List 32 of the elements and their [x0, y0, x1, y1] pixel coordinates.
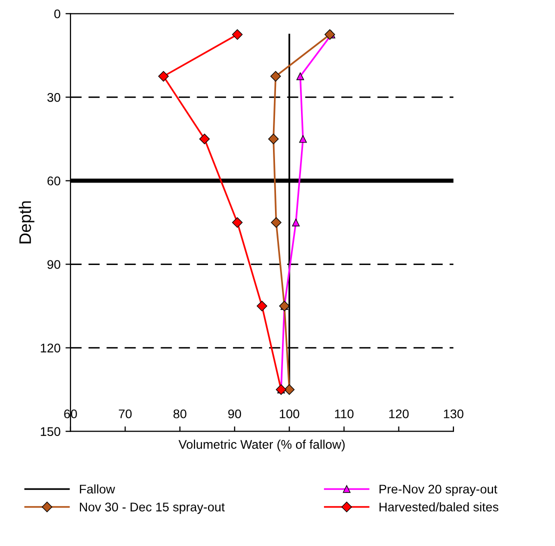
- x-tick-label: 90: [228, 409, 242, 418]
- x-tick-label: 110: [335, 409, 354, 418]
- x-tick-label: 80: [173, 409, 186, 418]
- y-tick-label: 0: [54, 9, 60, 18]
- point: [270, 71, 281, 82]
- point: [270, 217, 282, 228]
- x-tick-label: 70: [118, 409, 132, 418]
- point: [324, 29, 336, 40]
- x-tick-label: 100: [280, 409, 300, 418]
- y-tick-label: 150: [40, 427, 60, 436]
- point: [232, 217, 243, 228]
- y-tick-label: 60: [47, 176, 60, 186]
- point: [199, 134, 210, 144]
- legend-label: Pre-Nov 20 spray-out: [380, 484, 498, 496]
- point: [296, 72, 304, 80]
- point: [299, 135, 307, 143]
- x-tick-label: 130: [444, 409, 464, 418]
- legend-label: Fallow: [80, 484, 116, 494]
- y-axis-title: Depth: [18, 201, 34, 244]
- point: [256, 300, 268, 312]
- y-tick-label: 120: [40, 344, 60, 352]
- x-tick-label: 120: [389, 409, 409, 418]
- y-tick-label: 30: [47, 92, 60, 102]
- point: [292, 218, 300, 226]
- y-tick-label: 90: [47, 260, 60, 269]
- point: [232, 29, 243, 40]
- point: [268, 134, 279, 144]
- x-axis-title: Volumetric Water (% of fallow): [178, 440, 345, 452]
- point: [158, 71, 169, 82]
- legend-label: Harvested/baled sites: [380, 502, 498, 512]
- point: [284, 384, 295, 395]
- legend-label: Nov 30 - Dec 15 spray-out: [80, 502, 225, 514]
